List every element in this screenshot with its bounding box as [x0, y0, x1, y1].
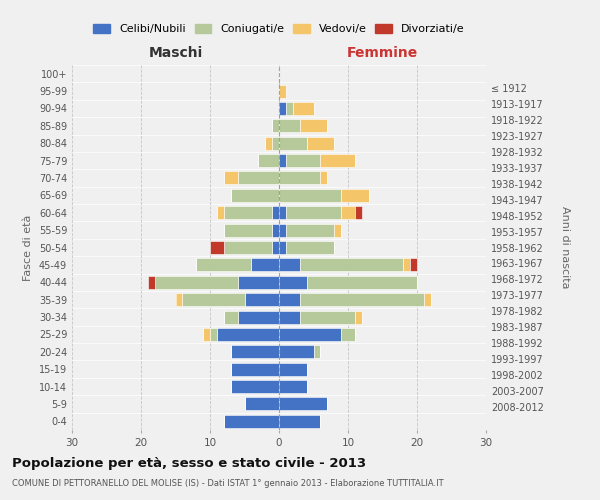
Bar: [307, 276, 417, 289]
Bar: [279, 310, 300, 324]
Bar: [279, 328, 341, 341]
Bar: [279, 154, 286, 167]
Bar: [238, 310, 279, 324]
Bar: [334, 224, 341, 236]
Bar: [279, 258, 300, 272]
Bar: [224, 415, 279, 428]
Bar: [279, 380, 307, 393]
Bar: [300, 258, 403, 272]
Bar: [279, 120, 300, 132]
Bar: [279, 84, 286, 98]
Bar: [286, 241, 334, 254]
Bar: [279, 102, 286, 115]
Bar: [341, 189, 369, 202]
Bar: [286, 102, 293, 115]
Bar: [155, 276, 238, 289]
Bar: [245, 398, 279, 410]
Bar: [196, 258, 251, 272]
Bar: [230, 346, 279, 358]
Bar: [410, 258, 417, 272]
Text: Popolazione per età, sesso e stato civile - 2013: Popolazione per età, sesso e stato civil…: [12, 458, 366, 470]
Bar: [300, 120, 328, 132]
Y-axis label: Anni di nascita: Anni di nascita: [560, 206, 571, 289]
Bar: [230, 189, 279, 202]
Bar: [279, 189, 341, 202]
Bar: [238, 172, 279, 184]
Bar: [424, 293, 431, 306]
Bar: [210, 328, 217, 341]
Bar: [286, 224, 334, 236]
Bar: [259, 154, 279, 167]
Bar: [217, 328, 279, 341]
Bar: [314, 346, 320, 358]
Bar: [148, 276, 155, 289]
Bar: [238, 276, 279, 289]
Bar: [230, 362, 279, 376]
Bar: [272, 120, 279, 132]
Bar: [286, 206, 341, 220]
Bar: [210, 241, 224, 254]
Bar: [341, 206, 355, 220]
Bar: [300, 293, 424, 306]
Bar: [224, 206, 272, 220]
Bar: [279, 206, 286, 220]
Bar: [341, 328, 355, 341]
Bar: [279, 224, 286, 236]
Bar: [286, 154, 320, 167]
Bar: [293, 102, 314, 115]
Bar: [355, 206, 362, 220]
Bar: [279, 293, 300, 306]
Bar: [279, 241, 286, 254]
Y-axis label: Fasce di età: Fasce di età: [23, 214, 33, 280]
Text: Femmine: Femmine: [347, 46, 418, 60]
Bar: [272, 206, 279, 220]
Bar: [320, 154, 355, 167]
Bar: [279, 136, 307, 149]
Bar: [272, 136, 279, 149]
Bar: [217, 206, 224, 220]
Bar: [224, 224, 272, 236]
Bar: [403, 258, 410, 272]
Bar: [279, 362, 307, 376]
Bar: [307, 136, 334, 149]
Text: COMUNE DI PETTORANELLO DEL MOLISE (IS) - Dati ISTAT 1° gennaio 2013 - Elaborazio: COMUNE DI PETTORANELLO DEL MOLISE (IS) -…: [12, 479, 443, 488]
Legend: Celibi/Nubili, Coniugati/e, Vedovi/e, Divorziati/e: Celibi/Nubili, Coniugati/e, Vedovi/e, Di…: [89, 20, 469, 39]
Bar: [224, 241, 272, 254]
Bar: [279, 415, 320, 428]
Bar: [182, 293, 245, 306]
Bar: [279, 398, 328, 410]
Bar: [300, 310, 355, 324]
Bar: [272, 224, 279, 236]
Bar: [279, 276, 307, 289]
Bar: [224, 172, 238, 184]
Bar: [279, 172, 320, 184]
Bar: [279, 346, 314, 358]
Bar: [203, 328, 210, 341]
Text: Maschi: Maschi: [148, 46, 203, 60]
Bar: [245, 293, 279, 306]
Bar: [272, 241, 279, 254]
Bar: [265, 136, 272, 149]
Bar: [224, 310, 238, 324]
Bar: [230, 380, 279, 393]
Bar: [251, 258, 279, 272]
Bar: [355, 310, 362, 324]
Bar: [320, 172, 328, 184]
Bar: [175, 293, 182, 306]
